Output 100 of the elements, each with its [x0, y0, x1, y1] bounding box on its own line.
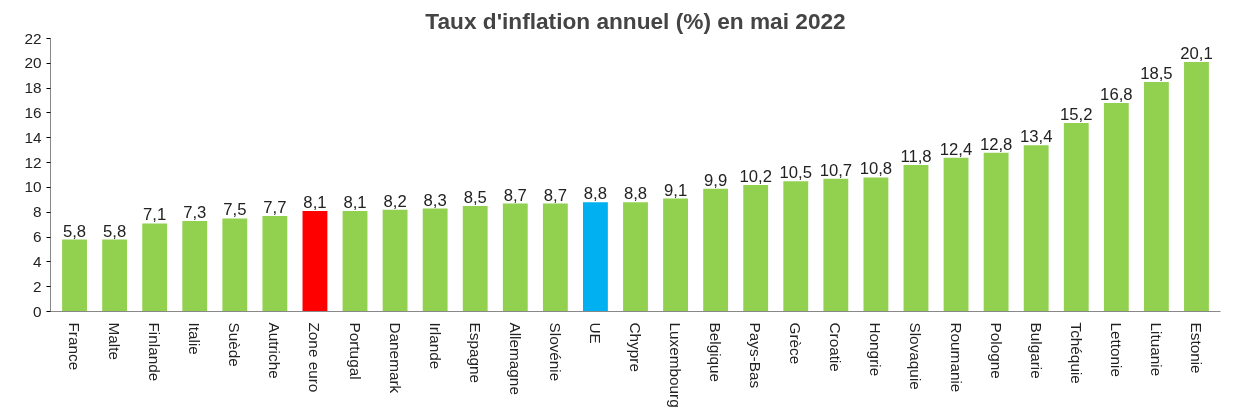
bar: [422, 208, 448, 312]
y-tick-label: 16: [24, 103, 42, 121]
bar: [382, 209, 408, 312]
x-tick-label: Zone euro: [306, 322, 324, 393]
data-label: 10,2: [739, 166, 772, 186]
x-tick-label: Irlande: [426, 322, 444, 370]
data-label: 9,9: [704, 170, 728, 190]
data-label: 8,2: [383, 191, 407, 211]
y-tick-label: 14: [24, 128, 42, 146]
data-label: 12,8: [979, 134, 1013, 154]
x-tick-label: Lituanie: [1147, 322, 1165, 377]
bar: [663, 198, 688, 312]
bar: [1143, 81, 1169, 312]
y-tick-label: 6: [32, 228, 42, 246]
x-tick-label: Malte: [106, 322, 124, 360]
bar: [502, 203, 528, 312]
data-label: 7,3: [183, 202, 207, 222]
data-label: 20,1: [1180, 44, 1213, 64]
bar: [743, 184, 769, 312]
x-tick-label: Suède: [226, 322, 244, 367]
x-tick-label: Lettonie: [1107, 322, 1125, 378]
bar: [783, 181, 809, 312]
x-tick-label: Tchéquie: [1067, 322, 1085, 384]
data-label: 8,1: [343, 192, 367, 212]
bar: [222, 218, 248, 312]
x-tick-label: Pologne: [987, 322, 1005, 379]
bar: [1184, 62, 1209, 312]
data-label: 8,5: [463, 188, 487, 208]
x-tick-label: Pays-Bas: [747, 322, 765, 389]
data-label: 8,7: [543, 185, 567, 205]
data-label: 5,8: [103, 221, 127, 241]
x-tick-label: Espagne: [466, 322, 484, 384]
data-label: 8,1: [303, 192, 327, 212]
x-tick-label: Estonie: [1187, 322, 1205, 374]
bar: [1063, 122, 1089, 312]
data-label: 7,1: [143, 205, 167, 225]
chart-title: Taux d'inflation annuel (%) en mai 2022: [425, 7, 846, 34]
data-label: 10,5: [779, 163, 812, 183]
data-label: 9,1: [663, 180, 688, 200]
bar: [903, 165, 929, 312]
x-tick-label: Luxembourg: [667, 322, 685, 408]
y-tick-label: 12: [24, 153, 42, 171]
x-tick-label: Slovaquie: [907, 322, 925, 390]
data-label: 11,8: [900, 147, 932, 167]
x-tick-label: Danemark: [386, 322, 404, 394]
data-label: 8,7: [503, 185, 527, 205]
bar: [342, 210, 368, 312]
bar: [62, 239, 87, 312]
bar: [863, 177, 889, 312]
data-label: 8,8: [583, 184, 608, 204]
data-label: 8,3: [423, 190, 447, 210]
data-label: 5,8: [62, 221, 87, 241]
y-tick-label: 2: [32, 277, 42, 295]
x-tick-label: Chypre: [627, 322, 644, 372]
x-tick-label: Belgique: [707, 322, 725, 383]
x-tick-label: Grèce: [787, 322, 805, 365]
data-label: 10,8: [859, 159, 893, 179]
x-tick-label: Slovénie: [546, 322, 564, 382]
data-label: 7,7: [263, 197, 287, 217]
y-tick-label: 8: [32, 203, 42, 221]
bar: [983, 152, 1009, 312]
x-tick-label: Hongrie: [867, 322, 885, 377]
y-tick-label: 0: [32, 302, 42, 320]
x-tick-label: Italie: [186, 322, 204, 355]
x-tick-label: Roumanie: [947, 322, 965, 393]
data-label: 15,2: [1060, 104, 1093, 124]
bar: [1023, 145, 1049, 312]
y-tick-label: 10: [24, 178, 42, 196]
bar: [823, 178, 849, 312]
bar: [262, 215, 288, 312]
x-tick-label: Portugal: [346, 322, 364, 380]
y-tick-label: 20: [24, 54, 42, 72]
x-tick-label: Autriche: [266, 322, 284, 379]
y-tick-label: 22: [24, 29, 42, 47]
x-tick-label: Bulgarie: [1027, 322, 1045, 379]
bar: [142, 223, 168, 312]
x-tick-label: UE: [586, 322, 604, 344]
bar: [703, 188, 729, 312]
data-label: 13,4: [1019, 127, 1053, 147]
data-label: 10,7: [819, 160, 853, 180]
bar: [182, 220, 208, 312]
bar: [302, 210, 328, 312]
y-tick-label: 4: [32, 252, 42, 270]
data-label: 8,8: [623, 184, 648, 204]
x-tick-label: France: [66, 322, 84, 371]
data-label: 12,4: [939, 139, 973, 159]
x-tick-label: Croatie: [827, 322, 845, 372]
x-tick-label: Allemagne: [506, 322, 524, 395]
y-tick-label: 18: [24, 79, 42, 97]
bar: [542, 203, 568, 312]
bar: [943, 157, 969, 312]
data-label: 16,8: [1100, 85, 1133, 105]
bar: [1103, 103, 1129, 312]
x-tick-label: Finlande: [146, 322, 164, 382]
bar: [462, 206, 488, 312]
bar: [102, 239, 128, 312]
bar: [583, 202, 608, 312]
data-label: 18,5: [1140, 63, 1173, 83]
data-label: 7,5: [223, 200, 247, 220]
bar: [623, 202, 648, 312]
